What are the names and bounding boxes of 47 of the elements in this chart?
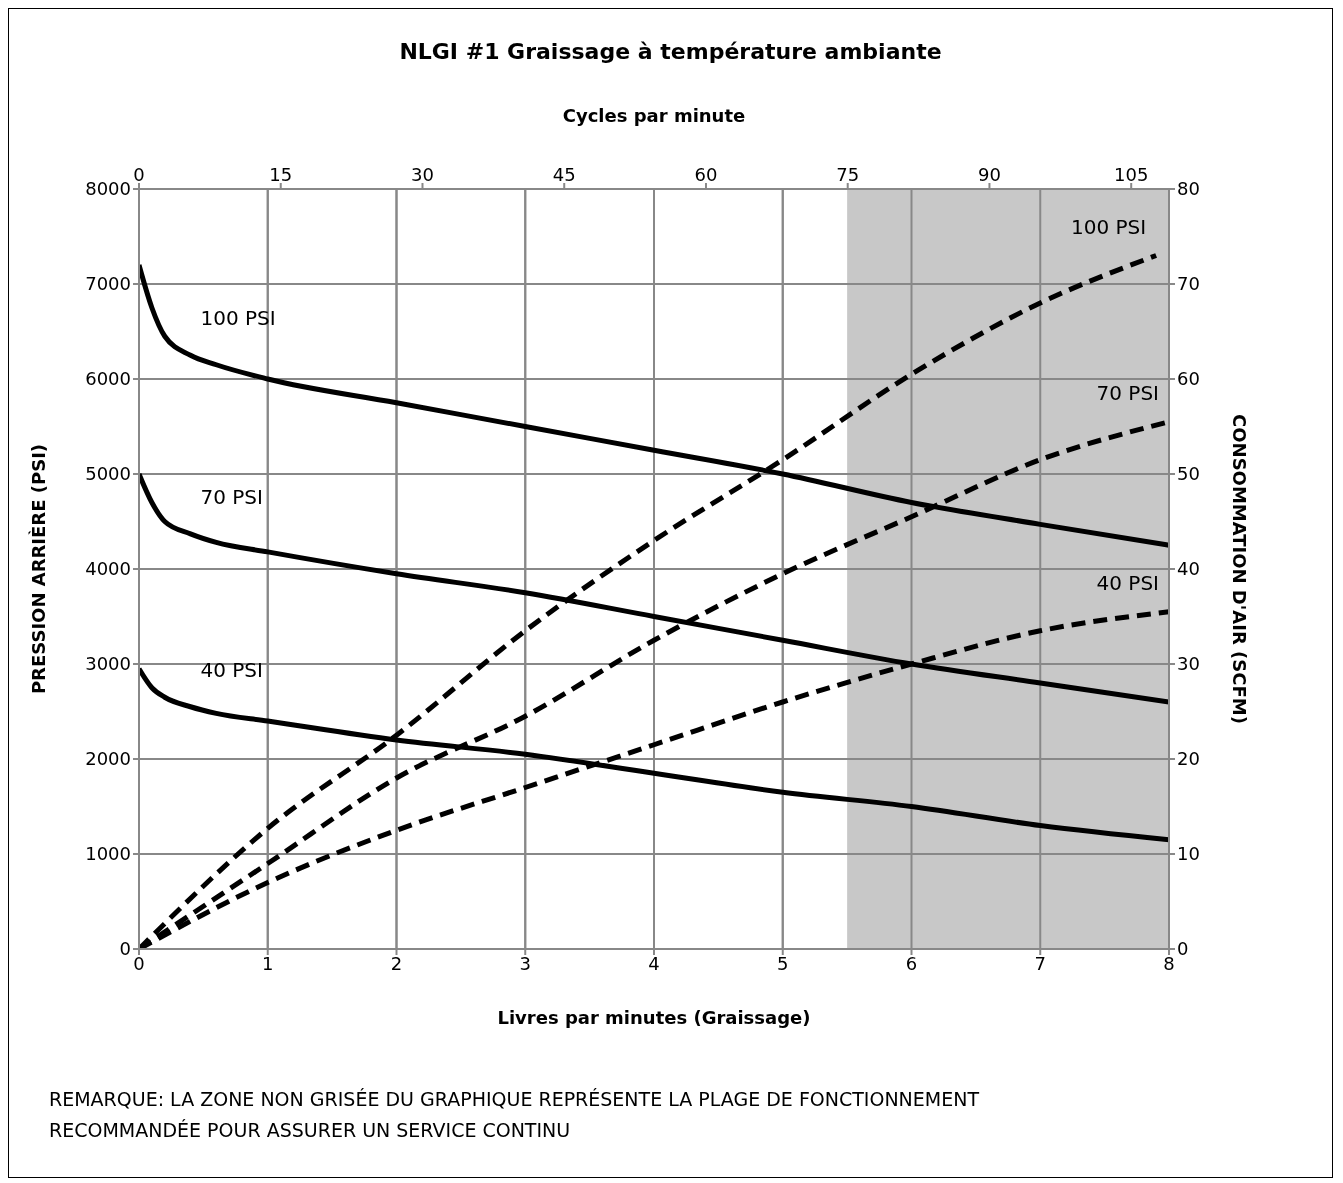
y2-tick-label: 60 [1177,368,1200,390]
y-tick-label: 8000 [85,178,131,200]
y-tick-label: 2000 [85,748,131,770]
y-tick-label: 5000 [85,463,131,485]
series-label: 100 PSI [1070,214,1147,239]
y-tick-label: 6000 [85,368,131,390]
chart-title: NLGI #1 Graissage à température ambiante [398,39,943,64]
x2-tick-label: 15 [269,164,293,185]
x-tick-label: 8 [1163,952,1175,974]
x-tick-label: 2 [390,952,403,974]
x2-tick-label: 90 [978,164,1001,185]
x2-tick-label: 0 [133,164,145,185]
y2-tick-label: 50 [1177,463,1200,485]
y2-axis-title: CONSOMMATION D'AIR (SCFM) [1228,414,1250,724]
y-tick-label: 3000 [85,653,131,675]
series-label: 100 PSI [200,306,276,331]
y2-tick-label: 80 [1177,178,1200,200]
y2-tick-label: 30 [1177,653,1200,675]
series-label: 70 PSI [200,484,263,509]
x-tick-label: 5 [777,952,789,974]
x2-tick-label: 30 [411,164,434,185]
x-tick-label: 0 [133,952,145,974]
y2-tick-label: 10 [1177,843,1200,865]
x2-axis-title: Cycles par minute [562,104,746,126]
y2-tick-label: 40 [1177,558,1200,580]
x2-tick-label: 75 [836,164,860,185]
series-label: 40 PSI [1096,570,1159,595]
x-axis-title: Livres par minutes (Graissage) [497,1007,811,1028]
x-tick-label: 4 [648,952,660,974]
y-tick-label: 4000 [85,558,131,580]
y-axis-title: PRESSION ARRIÈRE (PSI) [28,443,50,695]
x2-tick-label: 60 [694,164,718,185]
x-tick-label: 1 [262,952,274,974]
x2-tick-label: 45 [552,164,576,185]
y-tick-label: 0 [119,938,131,960]
x-tick-label: 6 [905,952,918,974]
x-tick-label: 7 [1034,952,1046,974]
y-tick-label: 7000 [85,273,131,295]
x2-tick-label: 105 [1114,164,1149,185]
series-label: 70 PSI [1096,380,1159,405]
x-tick-label: 3 [519,952,531,974]
y2-tick-label: 20 [1177,748,1200,770]
series-label: 40 PSI [200,657,263,682]
y2-tick-label: 70 [1177,273,1200,295]
y-tick-label: 1000 [85,843,131,865]
y2-tick-label: 0 [1177,938,1189,960]
text: REMARQUE: LA ZONE NON GRISÉE DU GRAPHIQUE REPRÉSENTE LA PLAGE DE FONCTIONNEMENT RECOMMANDÉE POUR ASSURER UN SERVICE CONTINU [49,1087,981,1143]
